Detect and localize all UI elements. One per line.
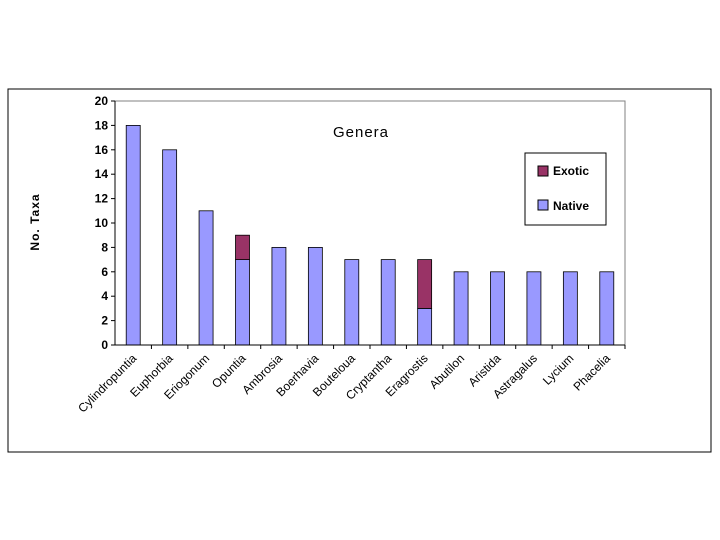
y-tick-label: 14 — [95, 167, 109, 181]
bar-native-eriogonum — [198, 210, 214, 346]
legend-label-native: Native — [553, 199, 589, 213]
legend-label-exotic: Exotic — [553, 164, 589, 178]
y-tick-label: 2 — [101, 314, 108, 328]
y-tick-label: 6 — [101, 265, 108, 279]
y-axis-label: No. Taxa — [28, 193, 42, 250]
bar-native-astragalus — [526, 271, 542, 346]
y-tick-label: 18 — [95, 118, 109, 132]
bar-native-aristida — [490, 271, 505, 346]
chart-title: Genera — [333, 124, 389, 141]
bar-native-eragrostis — [417, 307, 433, 346]
y-tick-label: 4 — [101, 289, 108, 303]
bar-native-abutilon — [453, 271, 469, 346]
y-axis-ticks: 0 2 4 6 8 10 12 14 16 18 20 — [95, 94, 115, 352]
bar-native-ambrosia — [271, 246, 287, 346]
y-tick-label: 12 — [95, 192, 109, 206]
legend-swatch-exotic — [537, 165, 549, 177]
legend-box — [524, 152, 607, 226]
y-tick-label: 0 — [101, 338, 108, 352]
bar-native-boerhavia — [307, 246, 323, 346]
y-tick-label: 20 — [95, 94, 109, 108]
y-tick-label: 8 — [101, 240, 108, 254]
y-tick-label: 16 — [95, 143, 109, 157]
bar-native-lycium — [562, 271, 578, 346]
y-tick-label: 10 — [95, 216, 109, 230]
bar-native-opuntia — [235, 259, 250, 346]
bar-native-cylindropuntia — [125, 125, 141, 346]
bar-native-bouteloua — [344, 259, 360, 346]
bar-native-euphorbia — [162, 149, 178, 346]
legend-swatch-native — [537, 199, 549, 211]
bars-layer — [125, 125, 615, 346]
bar-exotic-eragrostis — [417, 259, 433, 309]
bar-native-phacelia — [599, 271, 615, 346]
bar-exotic-opuntia — [235, 234, 250, 260]
bar-native-cryptantha — [380, 259, 396, 346]
